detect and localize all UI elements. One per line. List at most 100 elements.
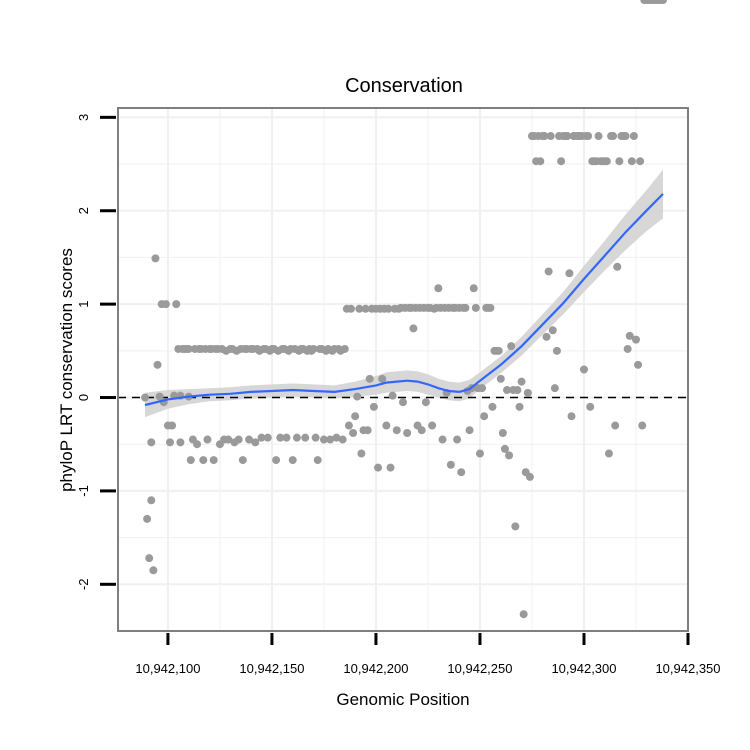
data-point [659,0,668,4]
data-point [453,435,462,444]
data-point [513,386,522,395]
data-point [507,342,516,351]
data-point [311,433,320,442]
data-point [245,435,254,444]
data-point [505,451,514,460]
data-point [378,374,387,383]
y-tick-label: 1 [76,301,91,308]
data-point [238,456,247,465]
data-point [172,300,181,309]
grid [118,108,689,632]
data-point [357,449,366,458]
data-point [141,393,150,402]
data-point [193,440,202,449]
data-point [478,384,487,393]
data-point [613,262,622,271]
data-point [353,392,362,401]
data-point [153,360,162,369]
data-point [392,426,401,435]
data-point [421,398,430,407]
data-point [351,412,360,421]
data-point [525,472,534,481]
data-point [428,421,437,430]
data-point [199,456,208,465]
data-point [565,269,574,278]
y-tick-label: 0 [76,394,91,401]
data-point [234,435,243,444]
data-point [272,456,281,465]
data-point [496,374,505,383]
data-point [434,284,443,293]
data-point [563,132,572,141]
y-tick-label: 3 [76,114,91,121]
data-point [579,365,588,374]
data-point [147,438,156,447]
chart-title: Conservation [345,75,463,97]
data-point [548,326,557,335]
x-tick-label: 10,942,250 [447,661,512,676]
data-point [151,254,160,263]
x-tick-label: 10,942,350 [655,661,720,676]
data-point [515,402,524,411]
data-point [621,132,630,141]
data-point [500,444,509,453]
data-point [166,438,175,447]
y-tick-label: -2 [76,579,91,591]
data-point [168,421,177,430]
data-point [475,449,484,458]
data-point [557,157,566,166]
data-point [457,468,466,477]
data-point [438,435,447,444]
data-point [544,267,553,276]
data-point [567,412,576,421]
data-point [488,402,497,411]
data-point [409,324,418,333]
data-point [338,435,347,444]
data-point [494,346,503,355]
data-point [604,449,613,458]
data-point [363,426,372,435]
x-tick-label: 10,942,150 [239,661,304,676]
data-point [147,496,156,505]
data-point [355,304,364,313]
data-point [203,435,212,444]
data-point [361,304,370,313]
data-point [224,435,233,444]
data-point [403,429,412,438]
y-axis-title: phyloP LRT conservation scores [57,248,76,492]
x-axis: 10,942,100 10,942,150 10,942,200 10,942,250… [135,633,721,676]
x-axis-title: Genomic Position [336,690,469,709]
data-point [388,391,397,400]
data-point [374,463,383,472]
data-point [517,377,526,386]
data-point [186,456,195,465]
data-point [634,360,643,369]
data-point [636,157,645,166]
data-point [609,132,618,141]
data-point [301,433,310,442]
data-point [209,456,218,465]
data-point [602,157,611,166]
data-point [382,421,391,430]
data-point [465,426,474,435]
y-tick-label: 2 [76,207,91,214]
data-point [292,433,301,442]
points-group [141,0,668,619]
confidence-band-group [145,169,663,418]
data-point [365,374,374,383]
data-point [346,304,355,313]
data-point [184,344,193,353]
data-point [552,346,561,355]
data-point [399,398,407,407]
data-point [511,522,520,531]
panel-border [117,107,689,632]
data-point [540,132,549,141]
data-point [498,429,507,438]
confidence-band [145,169,663,418]
data-point [584,132,593,141]
x-tick-label: 10,942,200 [343,661,408,676]
data-point [288,456,297,465]
data-point [143,514,152,523]
y-axis: -2 -1 0 1 2 3 [76,114,116,590]
